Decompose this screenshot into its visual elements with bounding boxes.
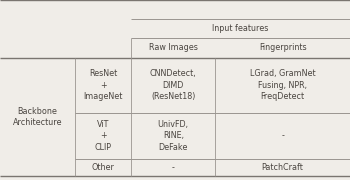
Text: -: - (281, 131, 284, 140)
Text: PatchCraft: PatchCraft (262, 163, 303, 172)
Text: Fingerprints: Fingerprints (259, 43, 307, 52)
Text: Other: Other (92, 163, 115, 172)
Text: Backbone
Architecture: Backbone Architecture (13, 107, 62, 127)
Text: -: - (172, 163, 175, 172)
Text: Raw Images: Raw Images (149, 43, 198, 52)
Text: LGrad, GramNet
Fusing, NPR,
FreqDetect: LGrad, GramNet Fusing, NPR, FreqDetect (250, 69, 315, 101)
Text: Input features: Input features (212, 24, 269, 33)
Text: ViT
+
CLIP: ViT + CLIP (95, 120, 112, 152)
Text: ResNet
+
ImageNet: ResNet + ImageNet (84, 69, 123, 101)
Text: CNNDetect,
DIMD
(ResNet18): CNNDetect, DIMD (ResNet18) (150, 69, 197, 101)
Text: UnivFD,
RINE,
DeFake: UnivFD, RINE, DeFake (158, 120, 189, 152)
